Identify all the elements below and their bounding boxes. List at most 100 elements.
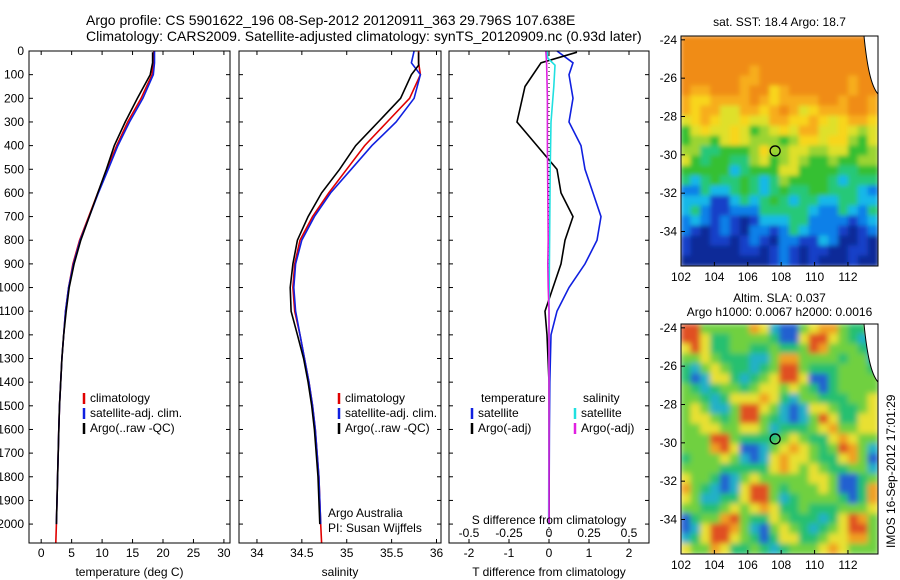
map-cell [847, 195, 860, 207]
map-cell [700, 463, 712, 475]
map-cell [838, 185, 850, 197]
map-cell [857, 343, 870, 355]
map-cell [828, 36, 840, 47]
map-cell [779, 324, 791, 335]
map-cell [818, 65, 830, 77]
map-cell [838, 75, 850, 87]
map-cell [710, 125, 722, 137]
map-xtick-label: 104 [704, 270, 724, 284]
map-cell [700, 135, 712, 147]
map-field-cells [681, 36, 878, 266]
map-cell [749, 473, 761, 485]
map-cell [788, 195, 801, 207]
map-cell [788, 65, 801, 77]
map-cell [769, 235, 781, 247]
map-cell [818, 403, 830, 415]
map-cell [769, 493, 781, 505]
map-cell [808, 95, 820, 107]
salinity-xtick-label: 34 [250, 546, 264, 560]
map-cell [700, 195, 712, 207]
map-cell [818, 423, 830, 435]
map-cell [700, 245, 712, 257]
map-cell [769, 443, 781, 455]
map-cell [779, 235, 791, 247]
map-cell [838, 245, 850, 257]
map-cell [779, 255, 791, 266]
map-cell [847, 324, 860, 335]
map-cell [828, 443, 840, 455]
map-cell [700, 483, 712, 495]
map-cell [700, 255, 712, 266]
map-cell [710, 483, 722, 495]
map-cell [847, 135, 860, 147]
map-cell [719, 433, 732, 445]
map-cell [759, 185, 771, 197]
map-cell [779, 195, 791, 207]
map-cell [857, 145, 870, 157]
map-cell [769, 36, 781, 47]
map-cell [690, 383, 702, 395]
map-cell [681, 383, 692, 395]
map-cell [838, 503, 850, 515]
map-cell [719, 393, 732, 405]
map-cell [798, 393, 811, 405]
map-cell [700, 45, 712, 57]
map-cell [828, 493, 840, 505]
map-cell [739, 333, 751, 345]
map-cell [828, 65, 840, 77]
map-cell [838, 115, 850, 127]
map-cell [788, 423, 801, 435]
map-cell [749, 165, 761, 177]
map-cell [690, 235, 702, 247]
map-cell [847, 105, 860, 117]
map-cell [749, 65, 761, 77]
map-cell [749, 353, 761, 365]
map-cell [857, 373, 870, 385]
ytick-label: 900 [4, 257, 24, 271]
map-cell [788, 75, 801, 87]
map-cell [788, 85, 801, 97]
map-cell [759, 85, 771, 97]
map-cell [749, 205, 761, 217]
map-cell [818, 533, 830, 545]
map-cell [838, 493, 850, 505]
temperature-legend-entry: climatology [90, 391, 150, 405]
map-cell [710, 115, 722, 127]
map-cell [867, 383, 878, 395]
map-cell [739, 55, 751, 67]
map-cell [749, 503, 761, 515]
salinity-legend-entry: climatology [345, 391, 405, 405]
map-cell [749, 423, 761, 435]
map-cell [759, 55, 771, 67]
map-cell [700, 343, 712, 355]
map-cell [788, 225, 801, 237]
temperature-xtick-label: 5 [68, 546, 75, 560]
map-cell [700, 95, 712, 107]
map-cell [719, 463, 732, 475]
map-xtick-label: 108 [771, 270, 791, 284]
map-cell [838, 125, 850, 137]
map-cell [700, 175, 712, 187]
map-cell [857, 36, 870, 47]
map-cell [759, 36, 771, 47]
map-cell [808, 324, 820, 335]
map-cell [828, 373, 840, 385]
map-cell [739, 353, 751, 365]
map-cell [798, 145, 811, 157]
map-cell [857, 443, 870, 455]
map-cell [847, 125, 860, 137]
map-cell [749, 175, 761, 187]
map-cell [739, 255, 751, 266]
map-cell [710, 175, 722, 187]
difference-series-line [548, 50, 602, 525]
map-cell [867, 403, 878, 415]
temperature-axes-frame [28, 50, 231, 544]
map-cell [749, 225, 761, 237]
map-cell [788, 45, 801, 57]
map-cell [769, 333, 781, 345]
temperature-series-line [55, 52, 154, 525]
map-cell [818, 383, 830, 395]
map-cell [808, 503, 820, 515]
map-xtick-label: 102 [671, 558, 691, 572]
map-cell [828, 205, 840, 217]
